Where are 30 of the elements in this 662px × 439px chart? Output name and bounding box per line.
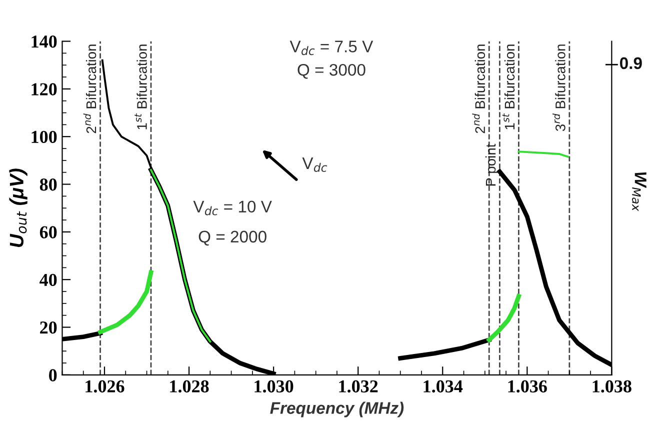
ref-line-label: 2$^{nd}$ Bifurcation (83, 44, 96, 134)
y-tick-label: 40 (40, 274, 57, 286)
x-tick-label: 1.036 (508, 380, 547, 393)
y-tick-label: 140 (32, 36, 57, 48)
annotation: V$_{dc}$ (302, 158, 328, 172)
x-tick-label: 1.038 (592, 380, 632, 393)
ref-line-label: 1$^{st}$ Bifurcation (134, 44, 147, 130)
annotation: Q = 2000 (198, 230, 266, 246)
annotation: V$_{dc}$ = 10 V (193, 200, 272, 216)
y-tick-label: 0 (49, 369, 57, 382)
x-tick-label: 1.034 (424, 380, 463, 393)
x-tick-label: 1.026 (86, 380, 124, 393)
y-tick-label: 100 (32, 130, 57, 144)
text: W$_{Max}$ (632, 172, 646, 212)
annotation: Q = 3000 (298, 64, 366, 79)
ref-line-label: 3$^{rd}$ Bifurcation (552, 44, 566, 132)
y-tick-label: 120 (32, 83, 57, 96)
ref-line-label: 1$^{st}$ Bifurcation (502, 44, 515, 130)
x-tick-label: 1.032 (339, 380, 378, 393)
y-tick-label: 20 (40, 322, 57, 334)
y-axis-title: U$_{out}$ (μV) (9, 168, 28, 248)
y-tick-label: 60 (40, 226, 57, 238)
x-tick-label: 1.030 (254, 380, 294, 393)
ref-line-label: 2$^{nd}$ Bifurcation (472, 44, 486, 134)
text: 0.9 (620, 57, 642, 70)
annotation: V$_{dc}$ = 7.5 V (290, 40, 374, 56)
x-axis-title: Frequency (MHz) (270, 402, 404, 418)
y-tick-label: 80 (40, 178, 57, 191)
x-tick-label: 1.028 (170, 380, 209, 393)
ref-line-label: P point (485, 144, 498, 186)
